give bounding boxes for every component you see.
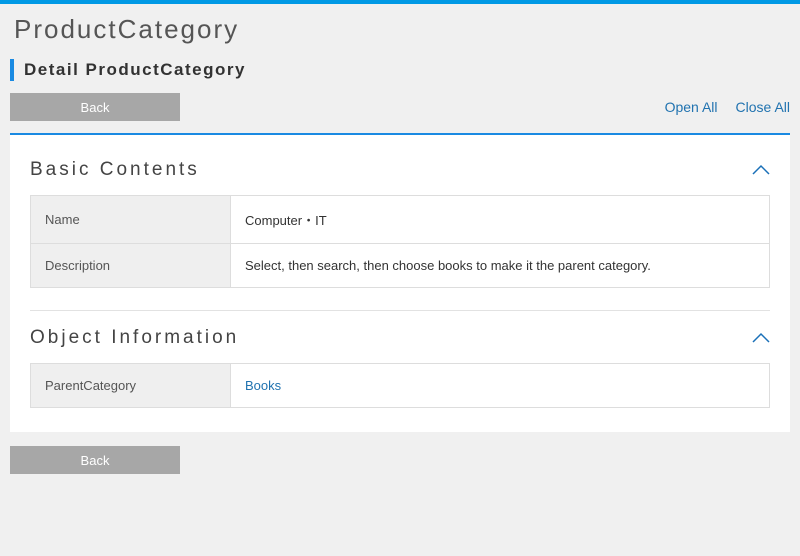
chevron-up-icon bbox=[752, 164, 770, 176]
name-value: Computer・IT bbox=[245, 213, 327, 228]
subheading-accent bbox=[10, 59, 14, 81]
parentcategory-label: ParentCategory bbox=[31, 364, 231, 408]
parentcategory-cell: Books bbox=[231, 364, 770, 408]
basic-contents-header[interactable]: Basic Contents bbox=[30, 153, 770, 195]
basic-contents-title: Basic Contents bbox=[30, 159, 752, 181]
back-button-bottom[interactable]: Back bbox=[10, 446, 180, 474]
description-value: Select, then search, then choose books t… bbox=[245, 258, 651, 273]
page-container: ProductCategory Detail ProductCategory B… bbox=[0, 4, 800, 474]
table-row: ParentCategory Books bbox=[31, 364, 770, 408]
detail-card: Basic Contents Name Computer・IT Descript… bbox=[10, 133, 790, 432]
back-button[interactable]: Back bbox=[10, 93, 180, 121]
open-all-link[interactable]: Open All bbox=[665, 99, 718, 115]
chevron-up-icon bbox=[752, 332, 770, 344]
object-information-title: Object Information bbox=[30, 327, 752, 349]
page-title: ProductCategory bbox=[10, 4, 790, 59]
name-label: Name bbox=[31, 196, 231, 244]
close-all-link[interactable]: Close All bbox=[736, 99, 790, 115]
description-label: Description bbox=[31, 244, 231, 288]
basic-contents-table: Name Computer・IT Description Select, the… bbox=[30, 195, 770, 288]
sub-title: Detail ProductCategory bbox=[24, 60, 246, 80]
parentcategory-link[interactable]: Books bbox=[245, 378, 281, 393]
footer-toolbar: Back bbox=[10, 432, 790, 474]
object-information-table: ParentCategory Books bbox=[30, 363, 770, 408]
subheading-row: Detail ProductCategory bbox=[10, 59, 790, 93]
description-cell: Select, then search, then choose books t… bbox=[231, 244, 770, 288]
object-information-header[interactable]: Object Information bbox=[30, 321, 770, 363]
toolbar: Back Open All Close All bbox=[10, 93, 790, 133]
table-row: Name Computer・IT bbox=[31, 196, 770, 244]
object-information-section: Object Information ParentCategory Books bbox=[30, 321, 770, 408]
basic-contents-section: Basic Contents Name Computer・IT Descript… bbox=[30, 153, 770, 288]
table-row: Description Select, then search, then ch… bbox=[31, 244, 770, 288]
name-cell: Computer・IT bbox=[231, 196, 770, 244]
section-divider bbox=[30, 310, 770, 311]
